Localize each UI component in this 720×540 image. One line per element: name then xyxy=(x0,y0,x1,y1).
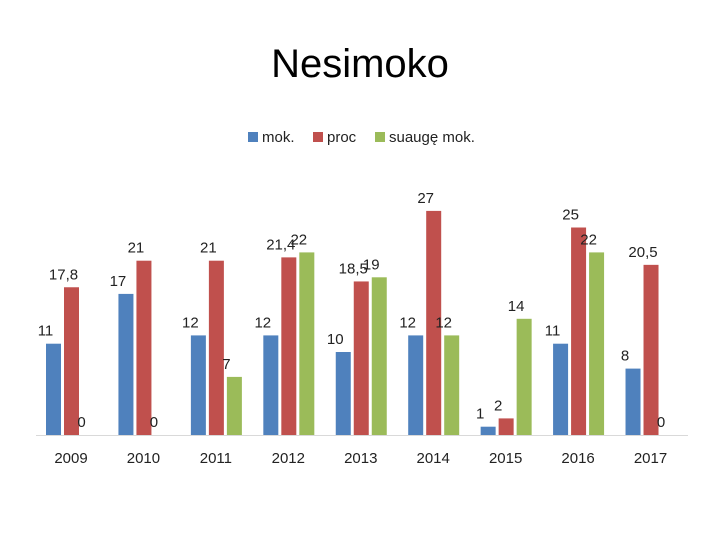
x-tick-label: 2009 xyxy=(54,450,87,467)
data-label: 0 xyxy=(657,414,665,431)
data-label: 11 xyxy=(545,323,561,340)
bar-mok-2014 xyxy=(408,335,424,435)
bar-proc-2013 xyxy=(353,281,369,435)
data-label: 12 xyxy=(399,314,416,331)
x-tick-label: 2017 xyxy=(634,450,667,467)
x-tick-label: 2014 xyxy=(417,450,450,467)
x-tick-label: 2015 xyxy=(489,450,522,467)
data-label: 2 xyxy=(494,397,502,414)
data-label: 17,8 xyxy=(49,266,78,283)
legend-label: mok. xyxy=(262,129,295,146)
bar-suaug-mok-2014 xyxy=(444,335,460,435)
data-label: 8 xyxy=(621,348,629,365)
bar-mok-2009 xyxy=(46,343,61,435)
data-label: 25 xyxy=(562,207,579,224)
x-tick-label: 2013 xyxy=(344,450,377,467)
data-label: 22 xyxy=(290,231,307,248)
data-label: 0 xyxy=(150,414,158,431)
bar-suaug-mok-2012 xyxy=(299,252,315,435)
legend-label: proc xyxy=(327,129,357,146)
data-label: 21,4 xyxy=(266,236,295,253)
bars-group xyxy=(46,210,659,435)
data-label: 17 xyxy=(110,273,127,290)
data-label: 20,5 xyxy=(628,244,657,261)
data-label: 12 xyxy=(435,314,452,331)
x-tick-label: 2016 xyxy=(561,450,594,467)
data-label: 7 xyxy=(222,356,230,373)
data-label: 21 xyxy=(128,240,145,257)
x-tick-label: 2010 xyxy=(127,450,160,467)
data-label: 14 xyxy=(508,298,525,315)
bar-suaug-mok-2016 xyxy=(589,252,605,435)
legend-label: suaugę mok. xyxy=(389,129,475,146)
data-label: 1 xyxy=(476,406,484,423)
data-label: 10 xyxy=(327,331,344,348)
data-label: 27 xyxy=(417,190,434,207)
data-label: 21 xyxy=(200,240,217,257)
bar-mok-2016 xyxy=(553,343,569,435)
chart-legend: mok. proc suaugę mok. xyxy=(248,129,475,146)
data-label: 12 xyxy=(254,314,271,331)
bar-mok-2012 xyxy=(263,335,279,435)
data-label: 12 xyxy=(182,314,199,331)
bar-suaug-mok-2011 xyxy=(226,376,242,435)
data-label: 11 xyxy=(38,323,54,340)
bar-suaug-mok-2013 xyxy=(371,277,387,435)
x-tick-label: 2011 xyxy=(200,450,232,467)
bar-mok-2011 xyxy=(190,335,206,435)
bar-mok-2017 xyxy=(625,368,641,435)
bar-proc-2015 xyxy=(498,418,514,435)
bar-proc-2011 xyxy=(208,260,224,435)
data-label: 19 xyxy=(363,256,380,273)
data-label: 22 xyxy=(580,231,597,248)
legend-swatch xyxy=(248,132,258,142)
bar-proc-2014 xyxy=(426,210,442,435)
legend-swatch xyxy=(313,132,323,142)
bar-proc-2012 xyxy=(281,257,297,435)
bar-mok-2015 xyxy=(480,426,496,435)
x-tick-labels: 2009 2010 2011 2012 2013 2014 2015 2016 2017 xyxy=(54,450,667,467)
bar-mok-2010 xyxy=(118,293,134,435)
bar-proc-2017 xyxy=(643,264,659,435)
data-label: 18,5 xyxy=(339,260,368,277)
bar-mok-2013 xyxy=(335,352,351,435)
value-labels-group: 1117,8017210122171221,4221018,5191227121… xyxy=(38,190,665,431)
chart-title: Nesimoko xyxy=(271,42,449,86)
bar-suaug-mok-2015 xyxy=(516,318,532,435)
bar-proc-2010 xyxy=(136,260,152,435)
x-tick-label: 2012 xyxy=(272,450,305,467)
bar-proc-2009 xyxy=(64,287,79,435)
legend-swatch xyxy=(375,132,385,142)
bar-proc-2016 xyxy=(571,227,587,435)
data-label: 0 xyxy=(77,414,85,431)
